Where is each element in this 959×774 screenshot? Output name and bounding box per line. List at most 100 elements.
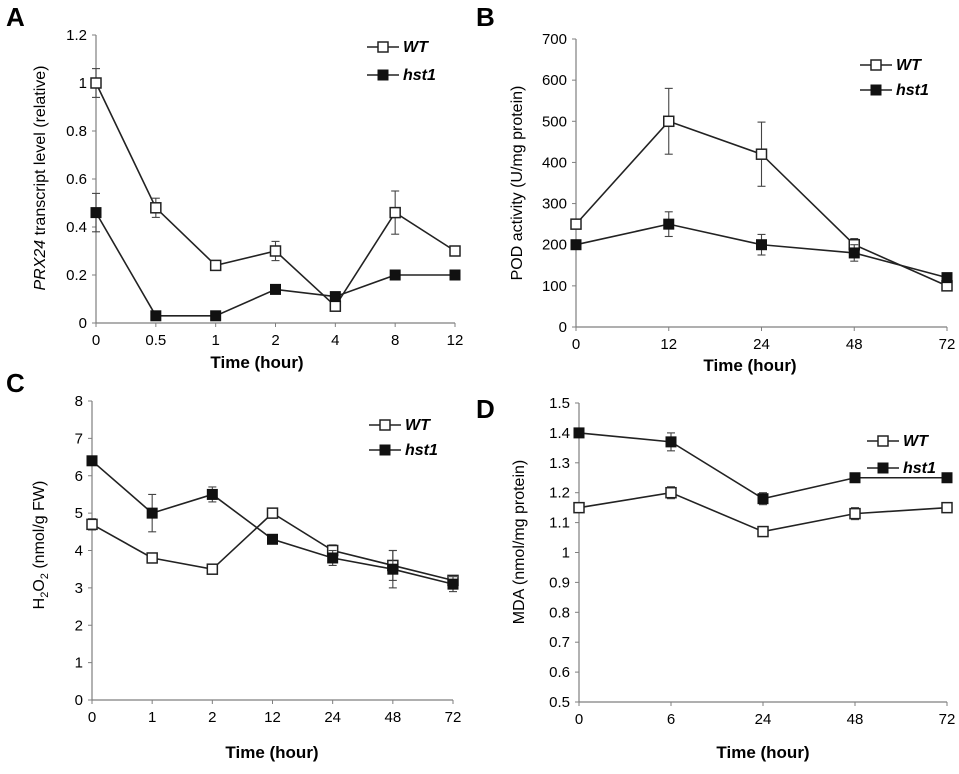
panel-a-series-wt-point [389, 206, 401, 219]
panel-c-y-axis-title: H2O2 (nmol/g FW) [31, 481, 51, 610]
panel-b-series-hst1-point [756, 239, 767, 251]
panel-b-series-hst1-legend-marker [870, 84, 882, 96]
panel-c-y-axis-title-sub2: 2 [39, 573, 51, 579]
panel-c-series-hst1-line [91, 460, 454, 585]
panel-c-y-tick-label: 0 [75, 692, 83, 709]
panel-c-x-tick-label: 0 [88, 709, 96, 726]
panel-c-legend-hst1: hst1 [405, 442, 438, 459]
panel-label-d: D [476, 394, 495, 424]
panel-b-y-tick-label: 500 [542, 113, 567, 130]
panel-c-y-tick-label: 3 [75, 580, 83, 597]
panel-a-y-tick-label: 0.2 [66, 267, 87, 284]
panel-b-y-tick-label: 600 [542, 72, 567, 89]
panel-a-x-tick-label: 12 [447, 332, 464, 349]
panel-d-legend-wt: WT [903, 433, 929, 450]
panel-c-x-tick-label: 12 [264, 709, 281, 726]
panel-c-y-tick-label: 7 [75, 430, 83, 447]
panel-c-series-hst1-point [387, 563, 399, 575]
panel-c-y-tick-label: 8 [75, 393, 83, 410]
panel-d-x-tick-label: 72 [939, 711, 956, 728]
panel-d-series-wt-point [573, 501, 585, 514]
panel-c-series-hst1-legend-marker [379, 444, 391, 456]
panel-a-x-axis-title: Time (hour) [210, 353, 303, 372]
panel-a-y-axis-title-rest: transcript level (relative) [32, 66, 49, 240]
panel-d-y-tick-label: 0.6 [549, 664, 570, 681]
panel-b-series-wt-legend-marker [870, 59, 882, 71]
panel-d-series-wt-point [941, 501, 953, 514]
panel-a-y-tick-label: 1.2 [66, 27, 87, 44]
panel-c-y-axis-title-sub1: 2 [39, 592, 51, 598]
panel-b-x-axis-title: Time (hour) [703, 356, 796, 375]
panel-a-x-tick-label: 8 [391, 332, 399, 349]
panel-a-y-tick-label: 0.6 [66, 171, 87, 188]
panel-c-series-hst1-point [267, 533, 278, 545]
panel-d-y-axis-title: MDA (nmol/mg protein) [511, 460, 528, 625]
panel-d-y-tick-label: 1 [562, 545, 570, 562]
panel-a-series-hst1-point [90, 207, 102, 219]
panel-a-y-axis-title: PRX24 transcript level (relative) [32, 66, 49, 291]
panel-a-series-hst1-point [270, 283, 281, 295]
panel-d-y-tick-label: 1.4 [549, 425, 570, 442]
panel-b-y-tick-label: 100 [542, 278, 567, 295]
panel-d-y-tick-label: 1.5 [549, 395, 570, 412]
panel-d-y-tick-label: 0.5 [549, 694, 570, 711]
panel-b-x-tick-label: 48 [846, 336, 863, 353]
panel-c-legend-wt: WT [405, 417, 431, 434]
panel-b-legend-hst1: hst1 [896, 82, 929, 99]
panel-b-y-tick-label: 300 [542, 196, 567, 213]
panel-c-y-axis-title-unit: (nmol/g FW) [31, 481, 48, 573]
panel-c-chart: Time (hour) H2O2 (nmol/g FW) WT hst1 012… [31, 393, 461, 762]
panel-c-y-tick-label: 2 [75, 617, 83, 634]
panel-a-y-tick-label: 1 [79, 75, 87, 92]
panel-d-x-axis-title: Time (hour) [716, 743, 809, 762]
panel-a-y-tick-label: 0 [79, 315, 87, 332]
panel-d-y-tick-label: 1.2 [549, 485, 570, 502]
panel-c-series-hst1-point [206, 488, 218, 500]
panel-a-y-tick-label: 0.8 [66, 123, 87, 140]
panel-d-series-hst1-point [757, 493, 769, 505]
panel-b-y-tick-label: 0 [559, 319, 567, 336]
panel-a-series-hst1-point [210, 310, 222, 322]
panel-a-x-tick-label: 0.5 [145, 332, 166, 349]
panel-a-series-hst1-line [95, 212, 455, 317]
panel-b-series-hst1-point [663, 218, 675, 230]
panel-a-series-wt-point [329, 300, 342, 312]
panel-c-y-tick-label: 5 [75, 505, 83, 522]
panel-a-y-tick-label: 0.4 [66, 219, 87, 236]
panel-c-y-axis-title-o: O [31, 579, 48, 591]
panel-a-series-wt-point [269, 245, 282, 257]
panel-d-series-hst1-point [849, 472, 861, 484]
panel-b-chart: Time (hour) POD activity (U/mg protein) … [509, 31, 955, 375]
panel-b-series-wt-point [570, 218, 582, 230]
panel-a-series-hst1-legend-marker [377, 69, 389, 81]
panel-d-y-tick-label: 1.3 [549, 455, 570, 472]
panel-c-x-tick-label: 24 [324, 709, 341, 726]
panel-c-series-hst1-point [86, 455, 98, 467]
panel-c-x-tick-label: 1 [148, 709, 156, 726]
panel-d-x-tick-label: 0 [575, 711, 583, 728]
panel-d-x-tick-label: 24 [755, 711, 772, 728]
panel-b-series-hst1-point [570, 239, 582, 251]
panel-b-y-tick-label: 700 [542, 31, 567, 48]
panel-c-series-wt-point [146, 552, 158, 564]
panel-c-y-tick-label: 1 [75, 655, 83, 672]
panel-c-x-tick-label: 72 [445, 709, 462, 726]
panel-c-y-tick-label: 4 [75, 543, 83, 560]
panel-b-x-tick-label: 24 [753, 336, 770, 353]
panel-d-series-wt-point [849, 507, 861, 520]
panel-d-series-hst1-point [573, 427, 585, 439]
panel-b-series-hst1-point [848, 247, 860, 259]
panel-c-series-hst1-point [327, 552, 339, 564]
panel-label-a: A [6, 2, 25, 32]
panel-b-x-tick-label: 0 [572, 336, 580, 353]
panel-d-y-tick-label: 0.8 [549, 604, 570, 621]
panel-c-y-tick-label: 6 [75, 468, 83, 485]
panel-a-legend-wt: WT [403, 39, 429, 56]
panel-a-series-hst1-point [150, 310, 162, 322]
panel-a-series-wt-point [209, 259, 222, 272]
panel-c-x-axis-title: Time (hour) [225, 743, 318, 762]
panel-b-series-hst1-point [941, 272, 953, 284]
panel-a-series-hst1-point [329, 291, 341, 303]
panel-d-series-wt-legend-marker [877, 435, 889, 447]
